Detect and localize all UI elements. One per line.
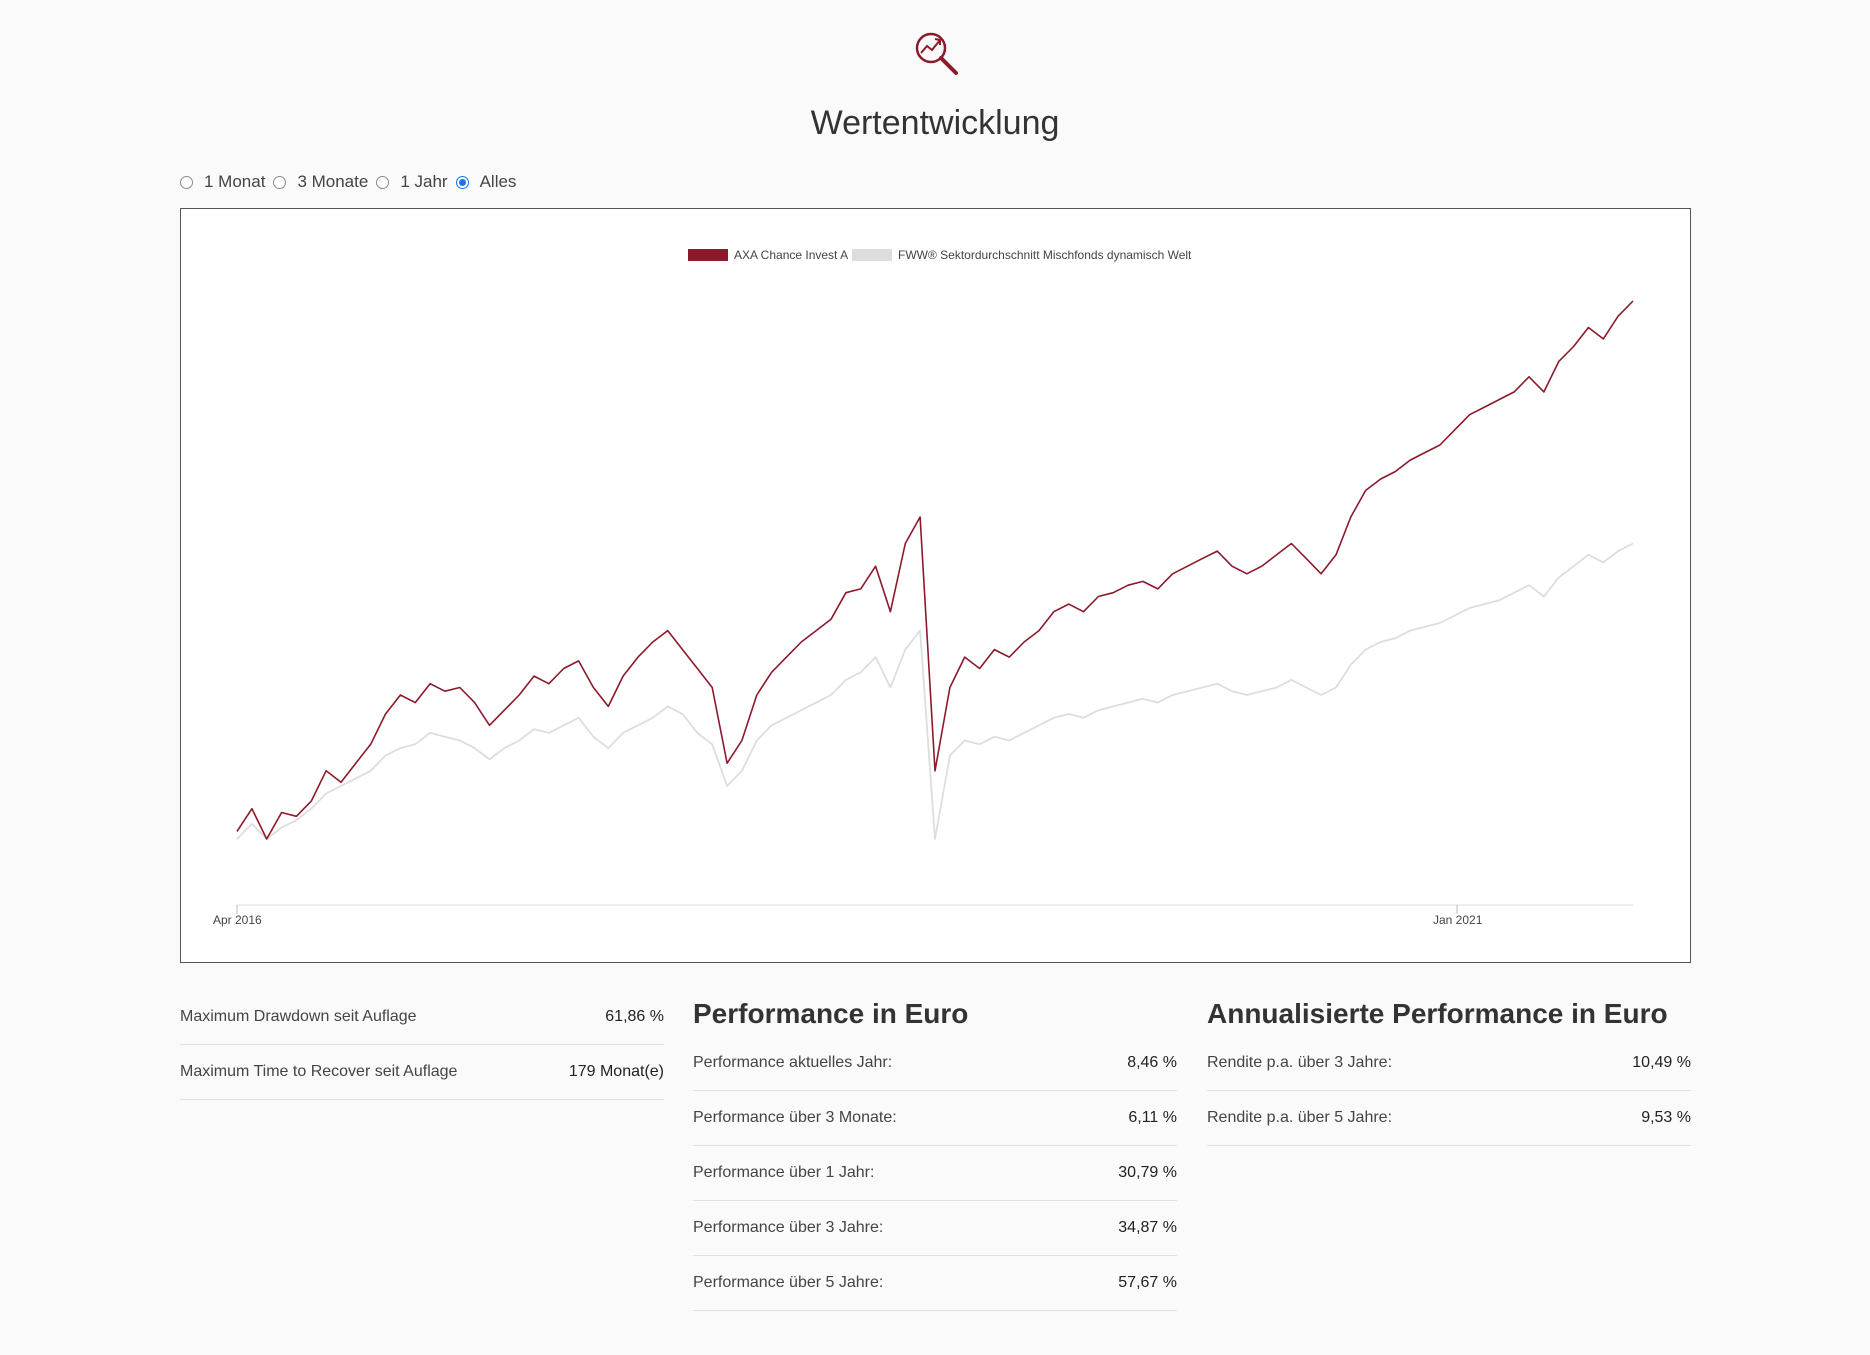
section-heading: Performance in Euro: [693, 998, 969, 1029]
stat-value: 10,49 %: [1632, 1054, 1691, 1071]
stat-label: Performance über 1 Jahr:: [693, 1164, 875, 1181]
range-label: Alles: [479, 172, 517, 191]
chart-series: [236, 300, 1634, 840]
annualized-section: Annualisierte Performance in Euro Rendit…: [1207, 990, 1691, 1146]
range-option-alles[interactable]: Alles: [455, 172, 517, 192]
stat-value: 6,11 %: [1128, 1109, 1177, 1126]
stat-row: Rendite p.a. über 3 Jahre: 10,49 %: [1207, 1036, 1691, 1091]
radio-3-monate[interactable]: [273, 175, 287, 189]
stat-row: Maximum Time to Recover seit Auflage 179…: [180, 1045, 664, 1100]
series-line-sector: [236, 542, 1634, 840]
range-option-3-monate[interactable]: 3 Monate: [273, 172, 368, 192]
stat-value: 30,79 %: [1118, 1164, 1177, 1181]
stat-label: Performance über 5 Jahre:: [693, 1274, 884, 1291]
stat-value: 9,53 %: [1641, 1109, 1691, 1126]
magnifier-chart-icon: [915, 32, 958, 75]
stat-row: Performance über 1 Jahr: 30,79 %: [693, 1146, 1177, 1201]
stat-row: Performance über 3 Jahre: 34,87 %: [693, 1201, 1177, 1256]
legend-label-axa: AXA Chance Invest A: [734, 248, 848, 262]
range-option-1-jahr[interactable]: 1 Jahr: [376, 172, 448, 192]
stat-row: Performance aktuelles Jahr: 8,46 %: [693, 1036, 1177, 1091]
stat-value: 179 Monat(e): [568, 1063, 664, 1080]
radio-1-jahr[interactable]: [376, 175, 390, 189]
stat-row: Maximum Drawdown seit Auflage 61,86 %: [180, 990, 664, 1045]
x-tick-label: Jan 2021: [1433, 913, 1483, 927]
legend-swatch-sector: [852, 249, 892, 261]
stat-row: Performance über 3 Monate: 6,11 %: [693, 1091, 1177, 1146]
range-option-1-monat[interactable]: 1 Monat: [180, 172, 265, 192]
series-line-axa: [236, 300, 1634, 840]
legend-label-sector: FWW® Sektordurchschnitt Mischfonds dynam…: [898, 248, 1192, 262]
section-heading: Annualisierte Performance in Euro: [1207, 998, 1668, 1029]
stat-label: Maximum Drawdown seit Auflage: [180, 1008, 417, 1025]
time-range-selector: 1 Monat 3 Monate 1 Jahr Alles: [180, 168, 524, 196]
stat-row: Rendite p.a. über 5 Jahre: 9,53 %: [1207, 1091, 1691, 1146]
stat-label: Performance über 3 Jahre:: [693, 1219, 884, 1236]
stat-value: 8,46 %: [1127, 1054, 1177, 1071]
range-label: 1 Jahr: [400, 172, 448, 191]
performance-section: Performance in Euro Performance aktuelle…: [693, 990, 1177, 1311]
legend-swatch-axa: [688, 249, 728, 261]
radio-alles[interactable]: [455, 175, 469, 189]
range-label: 1 Monat: [204, 172, 266, 191]
chart-legend: AXA Chance Invest A FWW® Sektordurchschn…: [688, 248, 1192, 262]
radio-1-monat[interactable]: [180, 175, 193, 189]
stat-label: Rendite p.a. über 5 Jahre:: [1207, 1109, 1393, 1126]
stat-value: 57,67 %: [1118, 1274, 1177, 1291]
stat-row: Performance über 5 Jahre: 57,67 %: [693, 1256, 1177, 1311]
page-title: Wertentwicklung: [810, 104, 1060, 142]
stat-label: Performance über 3 Monate:: [693, 1109, 897, 1126]
chart-canvas: AXA Chance Invest A FWW® Sektordurchschn…: [213, 248, 1634, 927]
stat-label: Rendite p.a. über 3 Jahre:: [1207, 1054, 1393, 1071]
performance-chart: AXA Chance Invest A FWW® Sektordurchschn…: [180, 208, 1691, 963]
stat-value: 61,86 %: [605, 1008, 664, 1025]
drawdown-section: Maximum Drawdown seit Auflage 61,86 % Ma…: [180, 990, 664, 1100]
stat-label: Maximum Time to Recover seit Auflage: [180, 1063, 458, 1080]
x-tick-label: Apr 2016: [213, 913, 262, 927]
stat-value: 34,87 %: [1118, 1219, 1177, 1236]
stat-label: Performance aktuelles Jahr:: [693, 1054, 893, 1071]
range-label: 3 Monate: [297, 172, 369, 191]
